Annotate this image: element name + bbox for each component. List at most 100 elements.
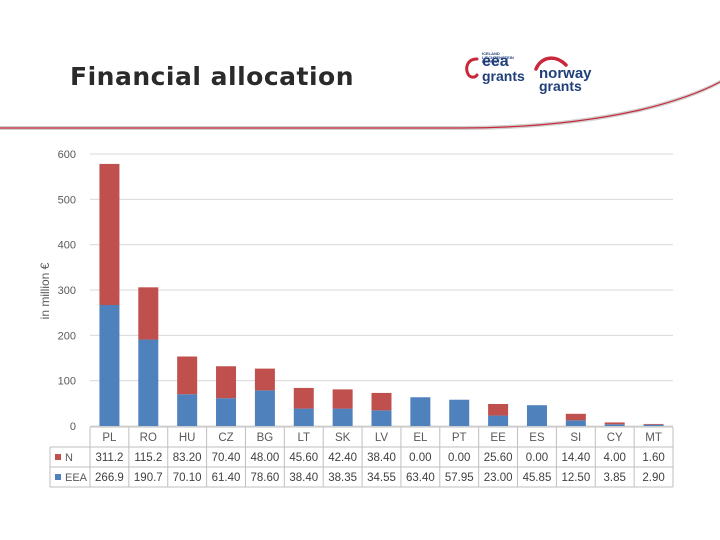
- y-tick-label: 100: [58, 376, 76, 388]
- y-tick-label: 200: [58, 330, 76, 342]
- x-tick-label: BG: [257, 432, 274, 444]
- bar-eea-hu: [177, 394, 198, 426]
- data-label-n: 311.2: [95, 452, 123, 464]
- x-tick-label: CY: [607, 432, 623, 444]
- data-label-n: 0.00: [409, 452, 431, 464]
- bar-n-cz: [216, 366, 237, 399]
- bar-n-si: [565, 413, 586, 421]
- x-tick-label: LT: [297, 432, 310, 444]
- bar-eea-sk: [332, 408, 353, 426]
- legend-label-eea: EEA: [65, 472, 88, 484]
- data-table: PL RO HU CZ BG LT SK LV EL PT EE ES SI CY MT N 311.2 115.…: [49, 426, 674, 488]
- legend-key-n: [55, 454, 61, 460]
- norway-logo-line1: norway: [539, 65, 592, 82]
- data-label-eea: 2.90: [642, 472, 664, 484]
- y-tick-label: 500: [58, 194, 76, 206]
- data-label-n: 48.00: [251, 452, 280, 464]
- bar-eea-es: [526, 405, 547, 426]
- bar-eea-ee: [488, 415, 509, 426]
- bar-eea-cy: [604, 424, 625, 426]
- norway-grants-logo: norway grants: [533, 56, 592, 94]
- data-label-eea: 57.95: [445, 472, 474, 484]
- data-label-eea: 45.85: [523, 472, 552, 484]
- bar-n-lt: [293, 387, 314, 409]
- data-label-n: 70.40: [212, 452, 241, 464]
- page-title: Financial allocation: [70, 62, 355, 91]
- x-tick-label: EL: [413, 432, 428, 444]
- y-tick-label: 300: [58, 285, 76, 297]
- bar-eea-pl: [99, 305, 120, 426]
- bar-n-bg: [254, 368, 275, 391]
- eea-logo-line1: eea: [482, 53, 509, 70]
- x-tick-label: RO: [140, 432, 157, 444]
- data-label-eea: 266.9: [95, 472, 124, 484]
- bar-eea-lt: [293, 408, 314, 426]
- header-divider: [0, 80, 720, 130]
- x-tick-label: ES: [529, 432, 545, 444]
- legend-label-n: N: [65, 452, 73, 464]
- x-tick-label: LV: [375, 432, 389, 444]
- data-label-n: 38.40: [367, 452, 396, 464]
- bar-eea-ro: [138, 339, 159, 426]
- data-label-n: 83.20: [173, 452, 202, 464]
- data-label-eea: 78.60: [251, 472, 280, 484]
- eea-logo-tagline-text: ICELAND LIECHTENSTEIN NORWAY: [482, 51, 514, 64]
- data-label-n: 115.2: [134, 452, 162, 464]
- bar-n-pl: [99, 163, 120, 306]
- y-tick-label: 0: [70, 421, 76, 433]
- data-label-eea: 12.50: [561, 472, 590, 484]
- data-label-n: 0.00: [526, 452, 548, 464]
- chart-panel: 0 100 200 300 400 500 600 in million € PL RO HU C…: [18, 133, 700, 508]
- y-tick-label: 600: [58, 149, 76, 161]
- y-axis-label: in million €: [38, 262, 52, 319]
- data-label-n: 4.00: [604, 452, 626, 464]
- x-tick-label: PL: [102, 432, 117, 444]
- bar-n-sk: [332, 389, 353, 409]
- data-label-eea: 190.7: [134, 472, 163, 484]
- bar-n-mt: [643, 423, 664, 425]
- data-label-n: 42.40: [328, 452, 357, 464]
- data-label-n: 0.00: [448, 452, 470, 464]
- data-label-eea: 63.40: [406, 472, 435, 484]
- data-label-n: 14.40: [561, 452, 590, 464]
- data-label-eea: 70.10: [173, 472, 202, 484]
- data-label-eea: 61.40: [212, 472, 241, 484]
- bar-eea-cz: [216, 398, 237, 426]
- x-tick-label: EE: [490, 432, 506, 444]
- eea-swoosh-icon: [465, 57, 479, 79]
- x-tick-label: HU: [179, 432, 196, 444]
- bar-eea-mt: [643, 424, 664, 426]
- data-label-eea: 38.40: [289, 472, 318, 484]
- bar-n-lv: [371, 392, 392, 411]
- bars: [99, 163, 664, 426]
- header: Financial allocation ICELAND LIECHTENSTE…: [0, 0, 720, 130]
- data-label-eea: 38.35: [328, 472, 357, 484]
- bar-n-ee: [488, 403, 509, 416]
- bar-eea-bg: [254, 390, 275, 426]
- data-label-n: 25.60: [484, 452, 513, 464]
- norway-swoosh-icon: [534, 56, 568, 71]
- y-tick-label: 400: [58, 240, 76, 252]
- x-tick-label: SK: [335, 432, 351, 444]
- data-label-eea: 34.55: [367, 472, 396, 484]
- eea-grants-logo: eea grants: [464, 53, 525, 84]
- x-tick-label: SI: [570, 432, 581, 444]
- norway-logo-line2: grants: [539, 78, 582, 94]
- eea-logo-line2: grants: [482, 68, 525, 84]
- bar-n-ro: [138, 287, 159, 340]
- bar-n-cy: [604, 422, 625, 425]
- bar-n-hu: [177, 356, 198, 395]
- bar-eea-si: [565, 420, 586, 426]
- x-tick-label: PT: [452, 432, 467, 444]
- data-label-n: 45.60: [289, 452, 318, 464]
- data-label-eea: 23.00: [484, 472, 513, 484]
- bar-eea-el: [410, 397, 431, 426]
- x-tick-label: MT: [645, 432, 662, 444]
- data-label-n: 1.60: [642, 452, 664, 464]
- legend-key-eea: [55, 474, 61, 480]
- x-tick-label: CZ: [218, 432, 233, 444]
- eea-logo-tagline: ICELAND LIECHTENSTEIN NORWAY: [482, 51, 514, 64]
- data-label-eea: 3.85: [604, 472, 626, 484]
- bar-eea-lv: [371, 410, 392, 426]
- bar-eea-pt: [449, 399, 470, 426]
